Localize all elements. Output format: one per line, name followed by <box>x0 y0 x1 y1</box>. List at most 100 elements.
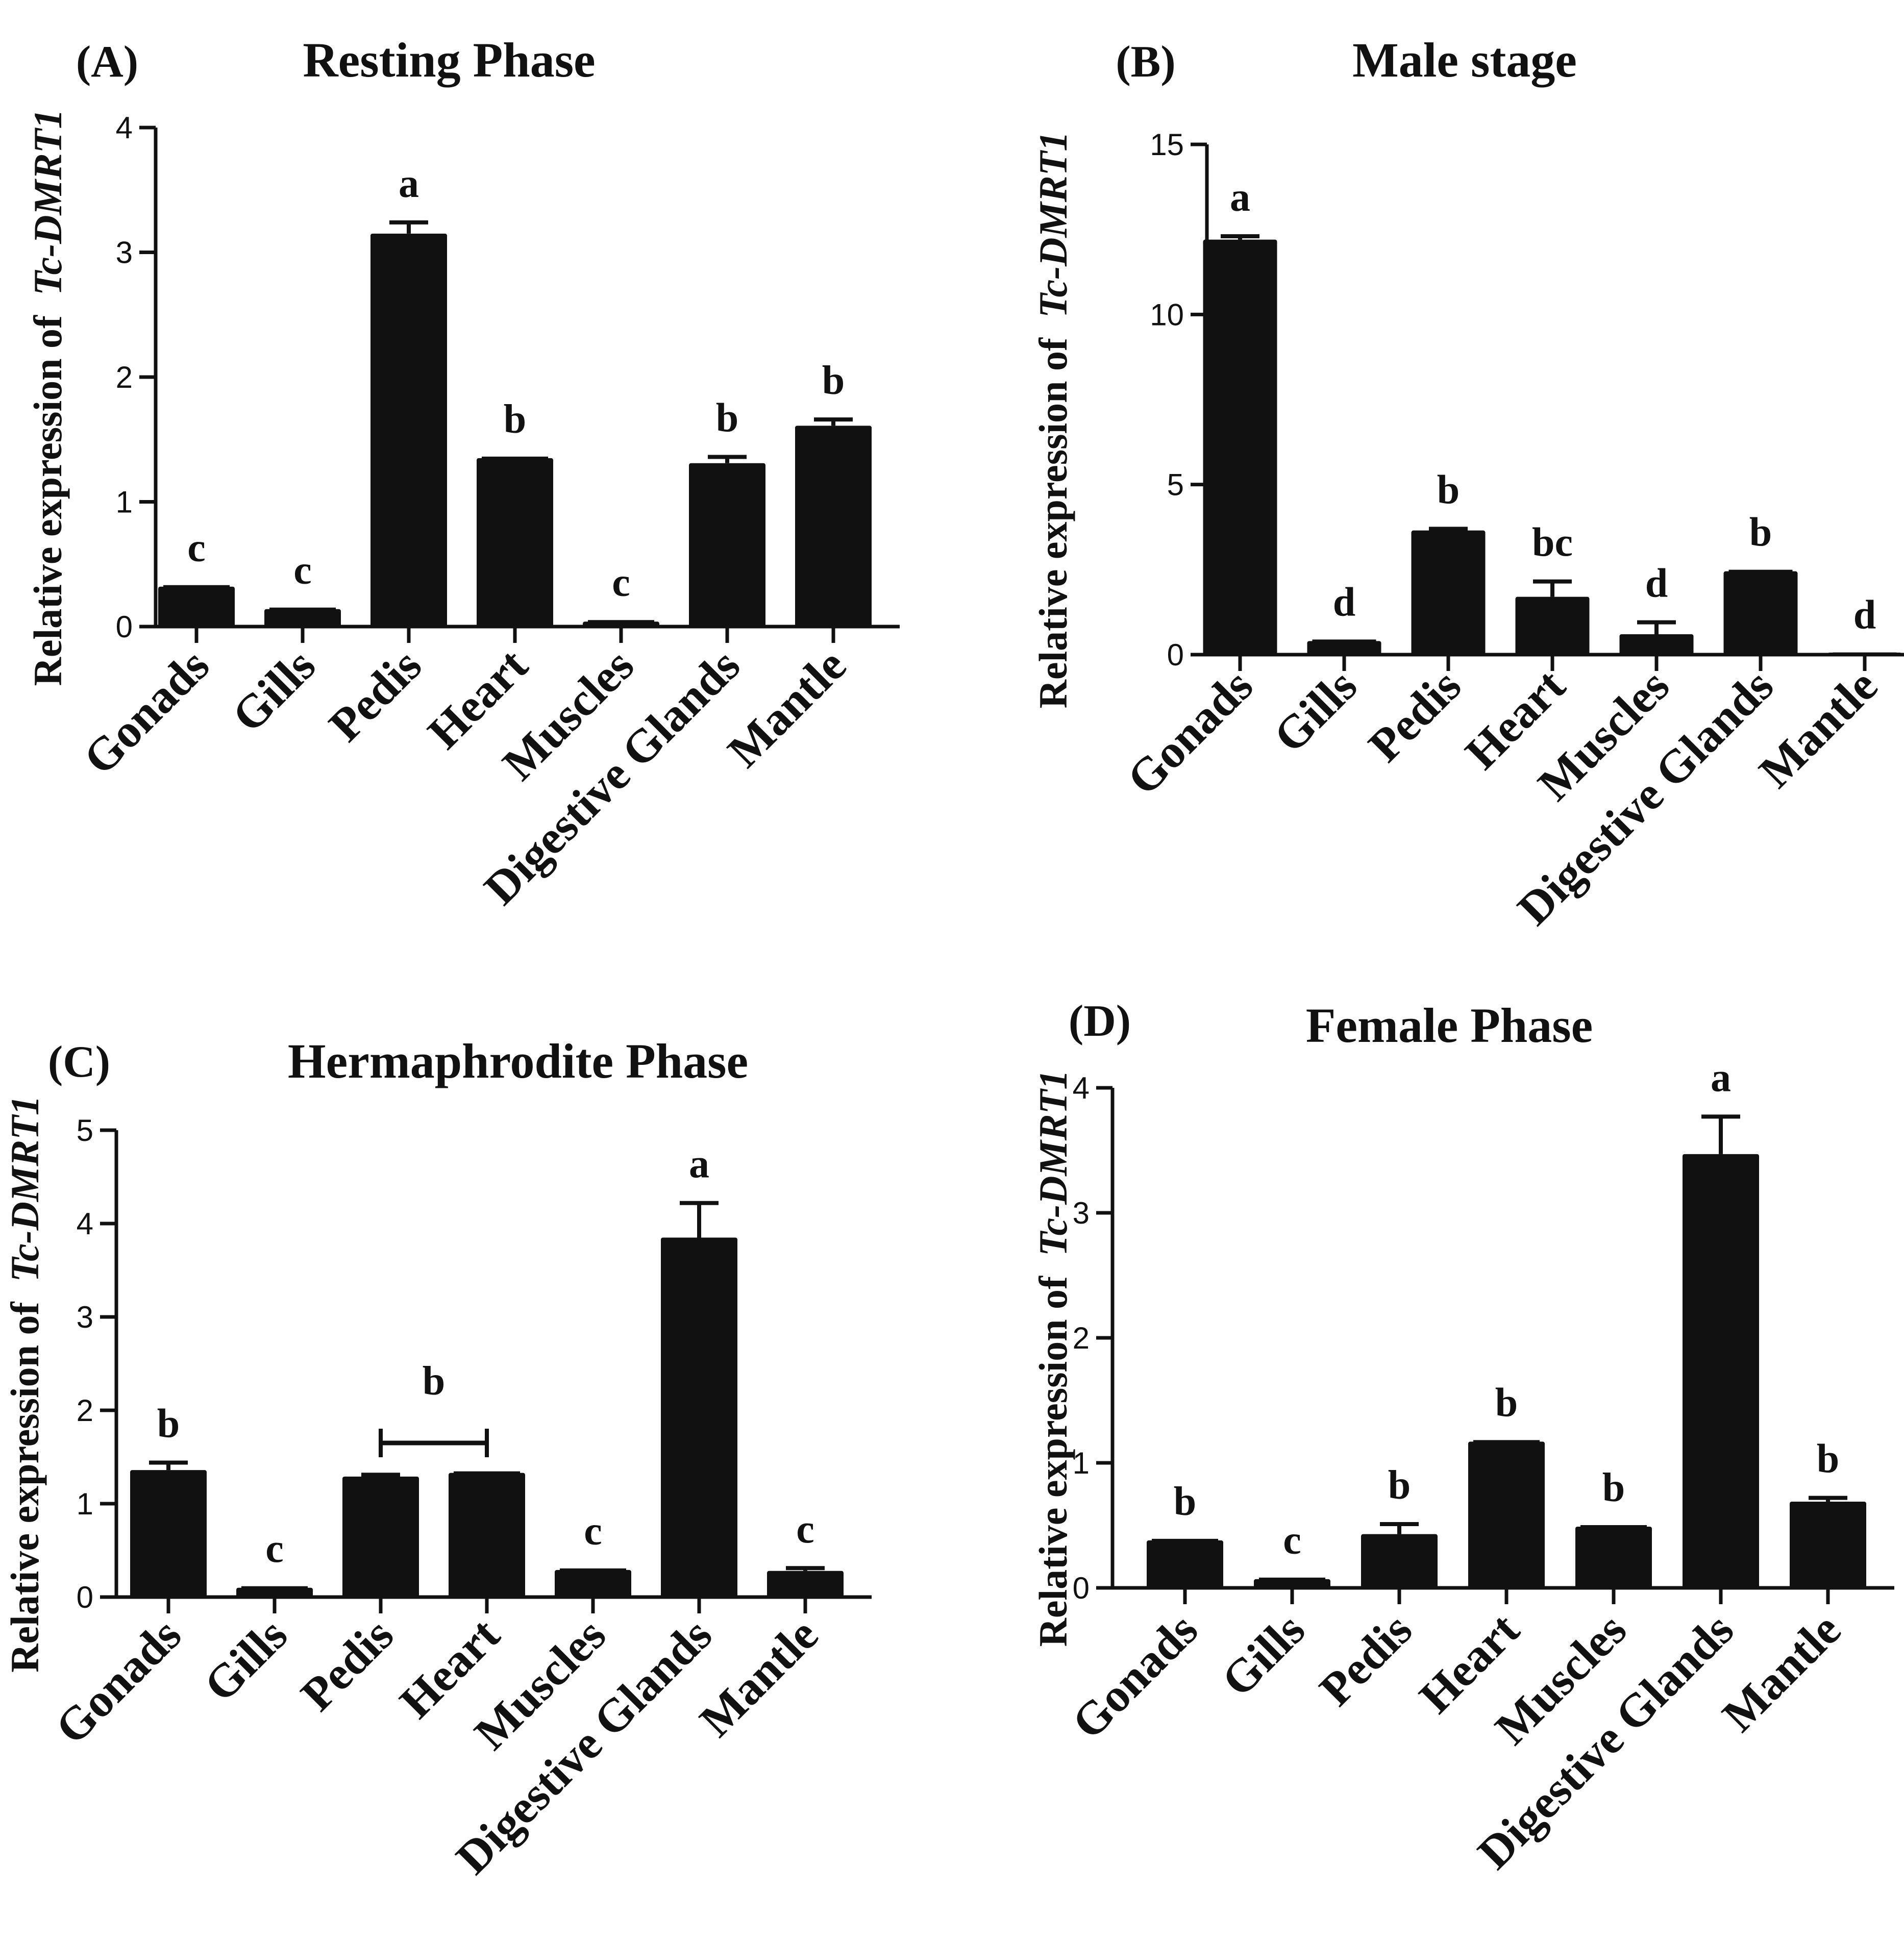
significance-label: b <box>1495 1380 1518 1425</box>
significance-label: b <box>157 1401 180 1446</box>
significance-label: c <box>293 548 312 593</box>
y-axis-label-space <box>3 1282 47 1302</box>
y-tick-label: 1 <box>77 1487 93 1521</box>
significance-label: b <box>822 358 845 403</box>
y-axis-label-space <box>1031 1256 1075 1276</box>
bar-pedis <box>370 233 447 627</box>
y-tick-label: 0 <box>1167 638 1184 672</box>
y-tick-label: 1 <box>116 485 133 519</box>
significance-label: c <box>796 1507 814 1552</box>
category-label: Gonads <box>1062 1603 1207 1749</box>
panel-label: (B) <box>1116 37 1175 87</box>
category-label: Gonads <box>1117 659 1263 805</box>
y-tick-label: 2 <box>77 1393 93 1428</box>
bracket-label: b <box>423 1359 446 1404</box>
y-tick-label: 3 <box>116 236 133 270</box>
panel-b: (B) Male stage 0 5 10 15 Relative expression o… <box>1031 33 1904 935</box>
bar-heart <box>1515 596 1590 655</box>
bar-muscles <box>1619 634 1694 655</box>
chart-title: Female Phase <box>1306 998 1593 1053</box>
y-tick-label: 10 <box>1150 297 1184 332</box>
y-tick-label: 1 <box>1073 1446 1090 1480</box>
bar-heart <box>1468 1441 1545 1588</box>
bar-pedis <box>1411 530 1486 655</box>
category-label: Gills <box>1211 1603 1315 1706</box>
category-label: Gills <box>1264 659 1367 762</box>
significance-label: c <box>584 1509 602 1554</box>
panel-c: (C) Hermaphrodite Phase 0 1 2 3 4 5 Relative exp… <box>3 1034 872 1884</box>
significance-label: b <box>1749 510 1772 555</box>
significance-label: b <box>1174 1479 1197 1524</box>
category-label: Mantle <box>1749 659 1887 798</box>
bar-gills <box>236 1587 313 1597</box>
y-axis-label-space <box>26 295 70 315</box>
category-label: Gills <box>194 1608 297 1711</box>
bar-gills <box>1307 641 1381 655</box>
y-axis-label: Relative expression of Tc-DMRT1 <box>26 109 70 686</box>
y-tick-label: 5 <box>77 1113 93 1148</box>
category-label: Pedis <box>1309 1603 1422 1715</box>
y-axis-label-prefix: Relative expression of <box>3 1301 47 1672</box>
y-axis-label-prefix: Relative expression of <box>1031 337 1075 708</box>
bar-mantle <box>1790 1501 1866 1588</box>
category-label: Gills <box>222 639 325 742</box>
significance-label: b <box>1817 1437 1840 1482</box>
y-axis-label-prefix: Relative expression of <box>26 315 70 686</box>
y-tick-label: 3 <box>1073 1196 1090 1230</box>
bar-mantle <box>795 426 872 627</box>
significance-label: d <box>1333 580 1356 625</box>
bar-heart <box>449 1473 525 1597</box>
category-label: Mantle <box>1712 1603 1850 1741</box>
bar-digestive-glands <box>689 463 765 627</box>
y-tick-label: 4 <box>116 111 133 145</box>
bar-digestive-glands <box>1683 1154 1759 1588</box>
bar-digestive-glands <box>1723 571 1798 655</box>
y-tick-label: 5 <box>1167 468 1184 502</box>
panel-a: (A) Resting Phase 0 1 2 3 4 Relative expression… <box>26 33 900 914</box>
significance-label: c <box>187 526 206 570</box>
panel-label: (D) <box>1069 997 1131 1046</box>
significance-label: a <box>1711 1055 1731 1100</box>
bar-gonads <box>1147 1540 1223 1588</box>
y-axis-label: Relative expression of Tc-DMRT1 <box>3 1095 47 1673</box>
category-label: Pedis <box>319 639 431 751</box>
y-tick-label: 0 <box>1073 1571 1090 1605</box>
category-label: Mantle <box>718 639 856 777</box>
significance-label: d <box>1853 593 1876 638</box>
significance-label: a <box>399 161 419 206</box>
significance-label: b <box>1602 1465 1625 1510</box>
bar-gonads <box>130 1470 207 1597</box>
bar-muscles <box>1575 1526 1652 1588</box>
y-axis-label-space <box>1031 318 1075 338</box>
panel-label: (C) <box>48 1037 110 1087</box>
significance-label: c <box>612 560 630 605</box>
significance-label: c <box>1283 1518 1301 1563</box>
bar-pedis <box>1361 1534 1438 1588</box>
chart-title: Resting Phase <box>303 33 595 87</box>
bar-gonads <box>158 586 235 627</box>
bar-gills <box>1254 1579 1330 1588</box>
significance-label: bc <box>1532 520 1573 565</box>
significance-label: a <box>1230 175 1250 220</box>
significance-label: b <box>1388 1463 1411 1508</box>
bar-heart <box>477 458 553 627</box>
bar-gonads <box>1203 239 1277 655</box>
significance-label: d <box>1645 561 1668 606</box>
category-label: Pedis <box>1358 659 1471 771</box>
significance-label: b <box>1437 467 1460 512</box>
y-axis-label-gene: Tc-DMRT1 <box>1031 132 1075 318</box>
bar-gills <box>264 609 341 627</box>
category-label: Gonads <box>73 639 219 784</box>
significance-label: a <box>689 1142 709 1187</box>
bar-digestive-glands <box>661 1237 737 1597</box>
panel-label: (A) <box>76 37 138 87</box>
y-tick-label: 0 <box>77 1580 93 1614</box>
significance-label: b <box>716 395 739 440</box>
y-tick-label: 4 <box>1073 1071 1090 1105</box>
y-tick-label: 15 <box>1150 128 1184 162</box>
chart-title: Male stage <box>1352 33 1577 87</box>
y-tick-label: 3 <box>77 1300 93 1334</box>
bar-pedis <box>342 1476 419 1597</box>
